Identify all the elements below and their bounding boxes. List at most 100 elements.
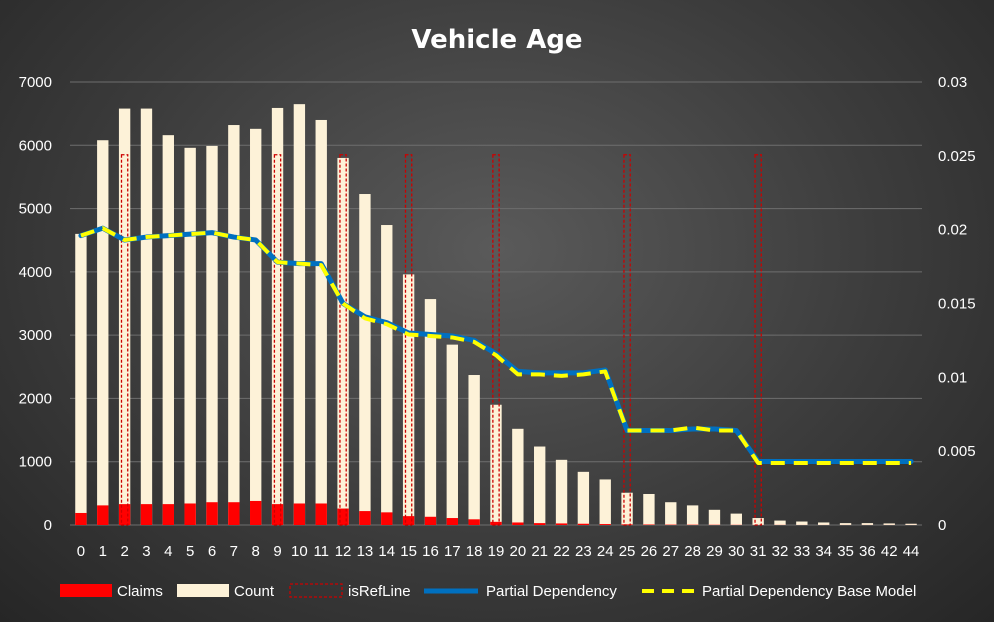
y2-tick-label: 0.015	[938, 296, 976, 313]
count-bar	[555, 459, 568, 525]
isrefline-bar	[404, 154, 413, 526]
count-bar	[752, 518, 764, 525]
x-tick-label: 27	[662, 543, 679, 560]
count-bar	[228, 125, 240, 525]
claims-bar	[337, 508, 349, 525]
claims-bar	[468, 519, 480, 525]
x-tick-label: 9	[273, 543, 281, 560]
count-bar	[599, 479, 611, 525]
y2-tick-label: 0	[938, 517, 946, 534]
count-bar	[337, 157, 349, 525]
partial-dependency-base-model-line	[80, 226, 912, 465]
count-bar	[250, 128, 262, 525]
claims-bar	[402, 516, 415, 525]
count-bar	[621, 492, 633, 525]
count-bar	[118, 108, 131, 525]
count-bar	[730, 513, 742, 525]
claims-bar	[118, 504, 131, 525]
x-tick-label: 36	[859, 543, 876, 560]
x-tick-label: 19	[488, 543, 505, 560]
claims-bar	[359, 511, 371, 525]
count-bar	[818, 522, 830, 525]
x-tick-label: 31	[750, 543, 767, 560]
count-bar	[490, 404, 502, 525]
y-tick-label: 7000	[19, 74, 52, 91]
claims-bar	[512, 522, 524, 525]
claims-bar	[446, 518, 458, 525]
claims-bar	[293, 503, 306, 525]
x-tick-label: 29	[706, 543, 723, 560]
count-bar	[665, 502, 677, 525]
y-tick-label: 1000	[19, 454, 52, 471]
x-tick-label: 13	[357, 543, 374, 560]
legend-isrefline-swatch	[289, 583, 343, 598]
x-tick-label: 8	[252, 543, 260, 560]
y2-tick-label: 0.03	[938, 74, 967, 91]
x-tick-label: 24	[597, 543, 614, 560]
count-bar	[162, 135, 174, 525]
y2-tick-label: 0.025	[938, 148, 976, 165]
legend-claims-swatch	[60, 584, 112, 597]
y-tick-label: 6000	[19, 137, 52, 154]
isrefline-bar	[273, 154, 282, 526]
count-bar	[905, 523, 917, 525]
y2-tick-label: 0.01	[938, 369, 967, 386]
legend-count-swatch	[177, 584, 229, 597]
count-bar	[708, 509, 721, 525]
x-tick-label: 42	[881, 543, 898, 560]
x-tick-label: 34	[815, 543, 832, 560]
legend-claims-label: Claims	[117, 583, 163, 600]
count-bar	[206, 145, 218, 525]
x-tick-label: 10	[291, 543, 308, 560]
x-tick-label: 11	[313, 543, 329, 560]
isrefline-bar	[754, 154, 762, 526]
count-bar	[774, 520, 786, 525]
count-bar	[184, 147, 196, 525]
claims-bar	[228, 502, 240, 525]
claims-bar	[490, 521, 502, 525]
bars	[75, 104, 917, 526]
y2-tick-label: 0.02	[938, 222, 967, 239]
claims-bar	[621, 524, 633, 525]
x-tick-label: 2	[120, 543, 128, 560]
legend-pd-base-label: Partial Dependency Base Model	[702, 583, 916, 600]
y-tick-label: 5000	[19, 201, 52, 218]
count-bar	[402, 274, 415, 525]
claims-bar	[534, 523, 546, 525]
x-tick-label: 20	[510, 543, 527, 560]
x-tick-label: 23	[575, 543, 592, 560]
x-tick-label: 26	[641, 543, 658, 560]
count-bar	[293, 104, 306, 526]
x-tick-label: 16	[422, 543, 439, 560]
x-tick-label: 1	[99, 543, 107, 560]
count-bar	[97, 140, 109, 526]
count-bar	[140, 108, 153, 525]
legend: Claims Count isRefLine Partial Dependency Pa…	[60, 583, 916, 600]
x-tick-label: 44	[903, 543, 920, 560]
x-tick-label: 3	[142, 543, 150, 560]
isrefline-bar	[623, 154, 631, 526]
claims-bar	[424, 516, 437, 525]
x-tick-label: 25	[619, 543, 636, 560]
count-bar	[534, 446, 546, 525]
isrefline-bar	[339, 154, 347, 526]
x-tick-label: 4	[164, 543, 172, 560]
legend-isrefline-label: isRefLine	[348, 583, 411, 600]
count-bar	[315, 119, 327, 525]
x-tick-label: 12	[335, 543, 352, 560]
x-tick-label: 0	[77, 543, 85, 560]
legend-count-label: Count	[234, 583, 275, 600]
isrefline-bar	[492, 154, 500, 526]
count-bar	[577, 471, 590, 525]
claims-bar	[381, 512, 393, 525]
x-tick-label: 5	[186, 543, 194, 560]
count-bar	[686, 505, 699, 525]
count-bar	[424, 299, 437, 525]
claims-bar	[250, 500, 262, 525]
claims-bar	[271, 504, 284, 525]
claims-bar	[643, 524, 655, 525]
claims-bar	[97, 505, 109, 525]
claims-bar	[577, 523, 590, 525]
